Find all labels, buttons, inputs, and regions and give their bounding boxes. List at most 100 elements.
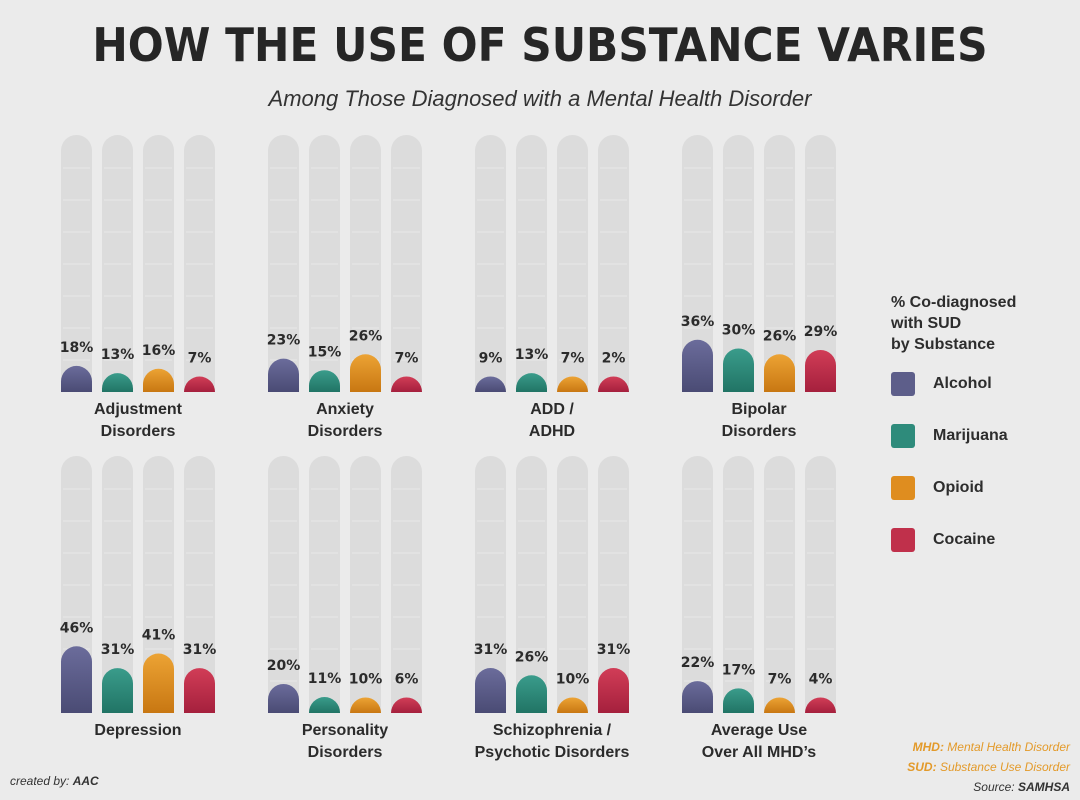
value-label: 20% (267, 658, 301, 674)
legend-label-marijuana: Marijuana (933, 427, 1008, 444)
bar-alcohol (475, 668, 506, 713)
category-label: Disorders (308, 423, 383, 440)
bar-alcohol (61, 646, 92, 713)
panel-1: 18% 13% 16% 7% Adjustment Disorders (60, 134, 215, 440)
category-label: Adjustment (94, 401, 183, 418)
value-label: 13% (101, 347, 135, 363)
credit-label: created by: (10, 774, 70, 788)
value-label: 29% (804, 324, 838, 340)
bar-opioid (557, 697, 588, 713)
bar-alcohol (475, 376, 506, 392)
value-label: 31% (101, 642, 135, 658)
value-label: 2% (602, 351, 626, 367)
note-mhd: MHD: Mental Health Disorder (907, 737, 1070, 757)
bar-alcohol (682, 339, 713, 392)
value-label: 46% (60, 620, 94, 636)
bar-cocaine (184, 668, 215, 713)
bar-alcohol (61, 365, 92, 392)
bar-opioid (350, 697, 381, 713)
category-label: Anxiety (316, 401, 374, 418)
legend-title: % Co-diagnosed with SUD by Substance (891, 294, 1017, 353)
bar-marijuana (516, 373, 547, 392)
value-label: 15% (308, 344, 342, 360)
source-label: Source: (973, 780, 1015, 794)
bar-marijuana (102, 668, 133, 713)
value-label: 13% (515, 347, 549, 363)
category-label: ADHD (529, 423, 575, 440)
category-label: Bipolar (731, 401, 786, 418)
bar-opioid (557, 376, 588, 392)
panel-6: 20% 11% 10% 6% Personality Disorders (267, 455, 422, 761)
value-label: 7% (188, 351, 212, 367)
bar-marijuana (723, 348, 754, 392)
legend-swatch-alcohol (891, 372, 915, 396)
value-label: 10% (349, 672, 383, 688)
legend-item-alcohol: Alcohol (891, 372, 992, 396)
value-label: 30% (722, 323, 756, 339)
legend-item-cocaine: Cocaine (891, 528, 995, 552)
value-label: 16% (142, 343, 176, 359)
value-label: 7% (768, 672, 792, 688)
value-label: 22% (681, 655, 715, 671)
credit-value: AAC (72, 774, 99, 788)
value-label: 31% (597, 642, 631, 658)
bar-opioid (764, 697, 795, 713)
panels-layer: 18% 13% 16% 7% Adjustment Disorders 23% 15% 26% 7… (60, 134, 838, 761)
category-label: Psychotic Disorders (475, 744, 630, 761)
bar-marijuana (516, 675, 547, 713)
panel-3: 9% 13% 7% 2% ADD / ADHD (475, 134, 629, 440)
category-label: Disorders (101, 423, 176, 440)
value-label: 26% (763, 328, 797, 344)
value-label: 6% (395, 672, 419, 688)
bar-alcohol (268, 358, 299, 392)
bar-cocaine (805, 697, 836, 713)
note-mhd-text: Mental Health Disorder (947, 740, 1070, 754)
value-label: 18% (60, 340, 94, 356)
value-label: 7% (561, 351, 585, 367)
bar-opioid (143, 368, 174, 392)
footnotes: MHD: Mental Health Disorder SUD: Substan… (907, 737, 1070, 797)
legend-swatch-marijuana (891, 424, 915, 448)
category-label: Disorders (308, 744, 383, 761)
legend-item-marijuana: Marijuana (891, 424, 1008, 448)
legend-label-opioid: Opioid (933, 479, 984, 496)
bar-cocaine (805, 349, 836, 392)
value-label: 11% (308, 671, 342, 687)
category-label: Depression (94, 722, 181, 739)
panel-7: 31% 26% 10% 31% Schizophrenia / Psychotic Dis… (474, 455, 631, 761)
value-label: 7% (395, 351, 419, 367)
legend-label-alcohol: Alcohol (933, 375, 992, 392)
note-sud-text: Substance Use Disorder (939, 760, 1070, 774)
category-label: Over All MHD’s (702, 744, 817, 761)
value-label: 26% (349, 328, 383, 344)
bar-opioid (143, 653, 174, 713)
category-label: ADD / (530, 401, 574, 418)
legend-swatch-opioid (891, 476, 915, 500)
value-label: 41% (142, 628, 176, 644)
legend-item-opioid: Opioid (891, 476, 984, 500)
source-note: Source: SAMHSA (907, 777, 1070, 797)
category-label: Average Use (711, 722, 807, 739)
bar-marijuana (723, 688, 754, 713)
bar-alcohol (682, 681, 713, 713)
bar-opioid (764, 354, 795, 392)
bar-cocaine (598, 376, 629, 392)
panel-8: 22% 17% 7% 4% Average Use Over All MHD’s (681, 455, 836, 761)
panel-2: 23% 15% 26% 7% Anxiety Disorders (267, 134, 422, 440)
value-label: 17% (722, 662, 756, 678)
bar-cocaine (184, 376, 215, 392)
bar-alcohol (268, 684, 299, 713)
chart-canvas: 18% 13% 16% 7% Adjustment Disorders 23% 15% 26% 7… (60, 134, 838, 761)
value-label: 31% (474, 642, 508, 658)
category-label: Schizophrenia / (493, 722, 612, 739)
value-label: 26% (515, 649, 549, 665)
value-label: 10% (556, 672, 590, 688)
panel-4: 36% 30% 26% 29% Bipolar Disorders (681, 134, 838, 440)
bar-cocaine (598, 668, 629, 713)
bar-marijuana (309, 370, 340, 392)
source-value: SAMHSA (1017, 780, 1070, 794)
note-mhd-abbr: MHD: (912, 740, 944, 754)
note-sud: SUD: Substance Use Disorder (907, 757, 1070, 777)
legend: % Co-diagnosed with SUD by Substance Alc… (891, 292, 1071, 552)
bar-opioid (350, 354, 381, 392)
